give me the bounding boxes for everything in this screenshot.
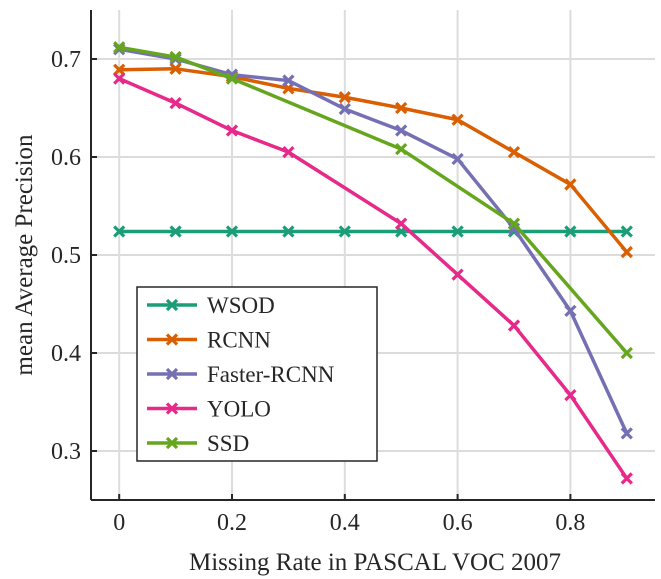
data-point (169, 62, 182, 75)
data-point (620, 472, 633, 485)
data-point (113, 41, 126, 54)
data-point (451, 113, 464, 126)
series-rcnn (113, 62, 633, 259)
legend-label: YOLO (207, 397, 271, 422)
y-tick-label: 0.7 (51, 47, 81, 73)
data-point (338, 102, 351, 116)
legend-marker (165, 436, 179, 450)
data-point (225, 225, 239, 238)
legend-item: YOLO (147, 397, 271, 422)
y-tick-label: 0.6 (51, 145, 81, 171)
x-tick-label: 0.4 (330, 510, 360, 536)
legend-item: SSD (147, 431, 249, 456)
x-tick-label: 0.8 (555, 510, 585, 536)
data-point (451, 152, 464, 166)
data-point (564, 389, 577, 402)
data-point (113, 225, 126, 238)
data-point (451, 225, 464, 238)
legend-marker (165, 333, 179, 346)
data-point (395, 143, 408, 156)
tick-labels: 0 0.2 0.4 0.6 0.8 0.3 0.4 0.5 0.6 0.7 (51, 47, 585, 536)
data-point (620, 245, 633, 259)
y-tick-label: 0.5 (51, 243, 81, 269)
data-point (169, 225, 182, 238)
data-point (113, 72, 126, 85)
data-point (338, 91, 351, 104)
data-point (395, 101, 408, 115)
x-tick-label: 0.2 (217, 510, 247, 536)
data-point (564, 178, 577, 191)
x-axis-label: Missing Rate in PASCAL VOC 2007 (189, 549, 561, 576)
data-point (564, 304, 577, 317)
axes (90, 10, 655, 501)
legend-label: RCNN (207, 328, 271, 353)
data-point (225, 72, 239, 85)
data-point (620, 225, 633, 238)
series-ssd (113, 41, 633, 360)
series-group (113, 41, 633, 485)
data-point (507, 145, 521, 159)
data-point (451, 268, 464, 281)
legend-label: WSOD (207, 293, 275, 318)
data-point (282, 225, 295, 238)
data-point (169, 50, 182, 64)
data-point (507, 217, 521, 230)
data-point (225, 124, 239, 137)
data-point (338, 225, 351, 238)
series-yolo (113, 72, 633, 485)
x-tick-label: 0 (113, 510, 125, 536)
legend: WSOD RCNN Faster-RCNN YOLO SSD (136, 286, 378, 462)
data-point (395, 124, 408, 137)
legend-label: Faster-RCNN (207, 362, 335, 387)
y-tick-label: 0.3 (51, 439, 81, 465)
data-point (282, 145, 295, 159)
data-point (282, 74, 295, 87)
legend-item: RCNN (147, 328, 271, 353)
data-point (395, 217, 408, 230)
series-line (118, 45, 629, 355)
y-tick-label: 0.4 (51, 341, 81, 367)
series-wsod (113, 225, 633, 238)
legend-item: WSOD (147, 293, 275, 318)
legend-marker (165, 298, 179, 312)
legend-label: SSD (207, 431, 249, 456)
data-point (620, 346, 633, 360)
data-point (169, 96, 182, 110)
data-point (564, 225, 577, 238)
x-tick-label: 0.6 (443, 510, 473, 536)
legend-marker (165, 367, 179, 381)
series-line (119, 67, 629, 254)
legend-marker (165, 402, 179, 415)
legend-item: Faster-RCNN (147, 362, 335, 387)
data-point (507, 319, 521, 332)
y-axis-label: mean Average Precision (11, 134, 38, 376)
data-point (620, 427, 633, 440)
